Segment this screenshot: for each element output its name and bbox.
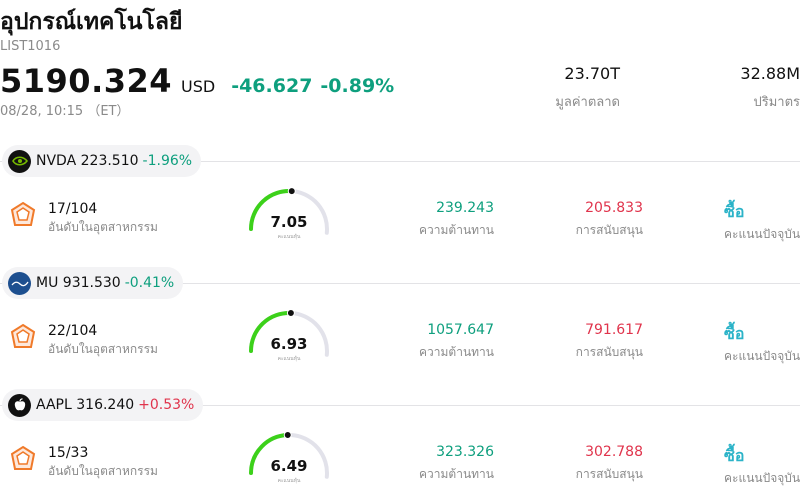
stock-row-mu[interactable]: MU 931.530 -0.41% 22/104 อันดับในอุตสาหก… — [0, 267, 800, 389]
current-rating: ซื้อ — [724, 324, 745, 343]
support-label: การสนับสนุน — [575, 223, 643, 237]
stock-row-nvda[interactable]: NVDA 223.510 -1.96% 17/104 อันดับในอุตสา… — [0, 145, 800, 267]
score-gauge: 6.49 คะแนนหุ้น — [244, 429, 334, 489]
price-row: 5190.324 USD -46.627 -0.89% — [0, 62, 394, 100]
ticker-price: NVDA 223.510 — [36, 153, 139, 169]
industry-rank: 17/104 — [48, 201, 98, 217]
micron-logo-icon — [8, 271, 31, 295]
stock-score: 6.49 — [270, 457, 308, 475]
resistance-value: 239.243 — [436, 200, 494, 216]
support-label: การสนับสนุน — [575, 345, 643, 359]
ticker-price: MU 931.530 — [36, 275, 121, 291]
stock-chip[interactable]: AAPL 316.240 +0.53% — [2, 389, 204, 421]
apple-logo-icon — [8, 393, 31, 417]
resistance-value: 1057.647 — [427, 322, 494, 338]
price-change: -46.627 — [231, 75, 313, 97]
score-gauge: 6.93 คะแนนหุ้น — [244, 307, 334, 367]
industry-rank: 15/33 — [48, 445, 89, 461]
rank-icon — [9, 445, 37, 477]
rank-icon — [9, 201, 37, 233]
stock-score-label: คะแนนหุ้น — [277, 234, 301, 240]
ticker-change: -0.41% — [124, 275, 175, 291]
current-rating: ซื้อ — [724, 446, 745, 465]
industry-rank-label: อันดับในอุตสาหกรรม — [48, 464, 158, 478]
stock-score-label: คะแนนหุ้น — [277, 356, 301, 362]
stock-row-aapl[interactable]: AAPL 316.240 +0.53% 15/33 อันดับในอุตสาห… — [0, 389, 800, 499]
support-value: 302.788 — [585, 444, 643, 460]
gauge-arc — [249, 187, 329, 235]
score-gauge: 7.05 คะแนนหุ้น — [244, 185, 334, 245]
market-cap-stat: 23.70T มูลค่าตลาด — [555, 64, 620, 112]
support-value: 205.833 — [585, 200, 643, 216]
price-change-percent: -0.89% — [320, 75, 395, 97]
resistance-label: ความต้านทาน — [419, 223, 494, 237]
ticker-change: +0.53% — [138, 397, 195, 413]
support-value: 791.617 — [585, 322, 643, 338]
stock-score: 6.93 — [270, 335, 308, 353]
stock-chip[interactable]: MU 931.530 -0.41% — [2, 267, 184, 299]
gauge-knob — [287, 187, 296, 196]
current-rating-label: คะแนนปัจจุบัน — [724, 227, 800, 241]
resistance-label: ความต้านทาน — [419, 345, 494, 359]
current-rating-label: คะแนนปัจจุบัน — [724, 349, 800, 363]
gauge-arc — [249, 309, 329, 357]
industry-rank-label: อันดับในอุตสาหกรรม — [48, 342, 158, 356]
currency-label: USD — [181, 77, 216, 96]
resistance-label: ความต้านทาน — [419, 467, 494, 481]
current-rating: ซื้อ — [724, 202, 745, 221]
list-code: LIST1016 — [0, 39, 61, 54]
gauge-fill — [249, 189, 294, 231]
industry-rank: 22/104 — [48, 323, 98, 339]
timestamp: 08/28, 10:15 （ET） — [0, 104, 130, 119]
row-divider — [0, 283, 800, 284]
volume-label: ปริมาตร — [753, 95, 800, 110]
index-price: 5190.324 — [0, 62, 173, 100]
stock-score-label: คะแนนหุ้น — [277, 478, 301, 484]
resistance-value: 323.326 — [436, 444, 494, 460]
gauge-fill — [249, 311, 293, 353]
volume-stat: 32.88M ปริมาตร — [740, 64, 800, 112]
row-divider — [0, 161, 800, 162]
page-title: อุปกรณ์เทคโนโลยี — [0, 9, 183, 35]
gauge-fill — [249, 433, 290, 475]
stock-score: 7.05 — [270, 213, 308, 231]
gauge-knob — [286, 309, 295, 318]
market-cap-value: 23.70T — [564, 64, 620, 83]
gauge-arc — [249, 431, 329, 479]
stock-chip[interactable]: NVDA 223.510 -1.96% — [2, 145, 202, 177]
gauge-knob — [283, 431, 292, 440]
volume-value: 32.88M — [740, 64, 800, 83]
ticker-price: AAPL 316.240 — [36, 397, 135, 413]
row-divider — [0, 405, 800, 406]
nvidia-logo-icon — [8, 149, 31, 173]
market-cap-label: มูลค่าตลาด — [555, 95, 620, 110]
industry-rank-label: อันดับในอุตสาหกรรม — [48, 220, 158, 234]
support-label: การสนับสนุน — [575, 467, 643, 481]
rank-icon — [9, 323, 37, 355]
ticker-change: -1.96% — [142, 153, 193, 169]
current-rating-label: คะแนนปัจจุบัน — [724, 471, 800, 485]
